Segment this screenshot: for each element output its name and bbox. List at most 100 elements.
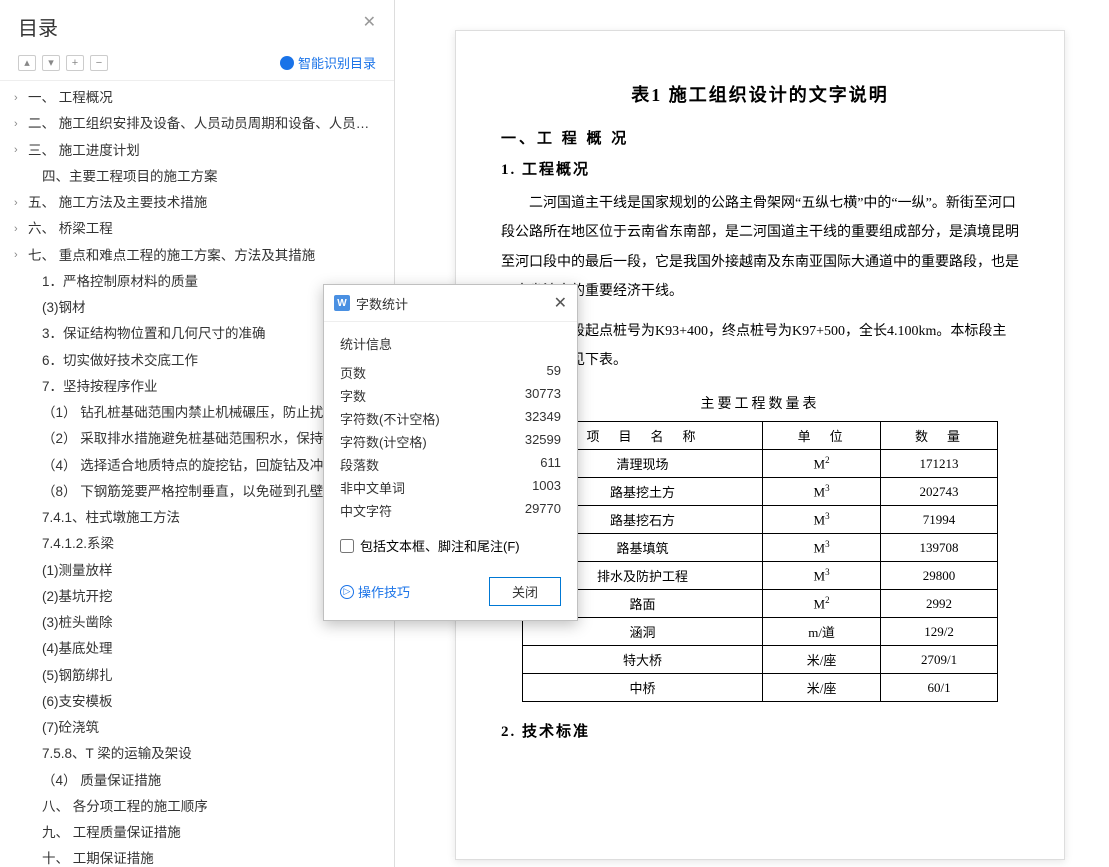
stat-value: 611 — [540, 455, 561, 474]
toc-item[interactable]: （4） 质量保证措施 — [0, 768, 394, 794]
toc-item-label: (7)砼浇筑 — [42, 718, 99, 738]
sidebar-close-icon[interactable]: ✕ — [363, 12, 376, 32]
toc-item-label: (4)基底处理 — [42, 639, 113, 659]
dialog-close-icon[interactable]: ✕ — [554, 293, 567, 313]
stat-label: 非中文单词 — [340, 478, 405, 497]
toc-item[interactable]: 十、 工期保证措施 — [0, 846, 394, 867]
outline-down-icon[interactable]: ▾ — [42, 55, 60, 71]
toc-item[interactable]: (6)支安模板 — [0, 689, 394, 715]
toc-item-label: (1)测量放样 — [42, 561, 113, 581]
stat-label: 字符数(不计空格) — [340, 409, 440, 428]
stat-row: 字符数(不计空格)32349 — [340, 407, 561, 430]
table-header: 单 位 — [763, 422, 880, 450]
toc-item[interactable]: 八、 各分项工程的施工顺序 — [0, 794, 394, 820]
dialog-body: 统计信息 页数59字数30773字符数(不计空格)32349字符数(计空格)32… — [324, 322, 577, 567]
toc-item-label: 7．坚持按程序作业 — [42, 377, 158, 397]
table-cell: M3 — [763, 506, 880, 534]
stat-row: 段落数611 — [340, 453, 561, 476]
toc-item-label: （4） 选择适合地质特点的旋挖钻，回旋钻及冲击钻; — [42, 456, 354, 476]
table-header: 数 量 — [880, 422, 997, 450]
toc-item[interactable]: (4)基底处理 — [0, 636, 394, 662]
checkbox-label: 包括文本框、脚注和尾注(F) — [360, 536, 520, 555]
toc-item-label: 九、 工程质量保证措施 — [42, 823, 181, 843]
toc-item-label: 7.4.1.2.系梁 — [42, 534, 114, 554]
toc-item[interactable]: 7.5.8、T 梁的运输及架设 — [0, 741, 394, 767]
chevron-icon[interactable]: › — [14, 142, 28, 159]
table-cell: 60/1 — [880, 674, 997, 702]
stat-label: 字符数(计空格) — [340, 432, 427, 451]
chevron-icon[interactable]: › — [14, 90, 28, 107]
chevron-icon[interactable]: › — [14, 247, 28, 264]
table-cell: M3 — [763, 534, 880, 562]
toc-item[interactable]: 四、主要工程项目的施工方案 — [0, 164, 394, 190]
toc-item[interactable]: ›一、 工程概况 — [0, 85, 394, 111]
table-cell: M3 — [763, 478, 880, 506]
table-cell: 202743 — [880, 478, 997, 506]
expand-icon[interactable]: + — [66, 55, 84, 71]
table-cell: 139708 — [880, 534, 997, 562]
toc-item[interactable]: ›五、 施工方法及主要技术措施 — [0, 190, 394, 216]
table-cell: 129/2 — [880, 618, 997, 646]
toc-item-label: 六、 桥梁工程 — [28, 219, 113, 239]
stat-row: 页数 59 — [340, 361, 561, 384]
close-button[interactable]: 关闭 — [489, 577, 561, 606]
table-cell: 特大桥 — [522, 646, 763, 674]
stat-value: 1003 — [532, 478, 561, 497]
table-cell: 2709/1 — [880, 646, 997, 674]
tips-link[interactable]: ▷ 操作技巧 — [340, 582, 410, 601]
smart-toc-button[interactable]: 智能识别目录 — [280, 53, 376, 72]
toc-item-label: 三、 施工进度计划 — [28, 141, 140, 161]
toc-item-label: 四、主要工程项目的施工方案 — [42, 167, 218, 187]
include-textbox-checkbox[interactable]: 包括文本框、脚注和尾注(F) — [340, 536, 561, 555]
table-row: 涵洞m/道129/2 — [522, 618, 998, 646]
outline-up-icon[interactable]: ▴ — [18, 55, 36, 71]
toc-item-label: 一、 工程概况 — [28, 88, 113, 108]
dialog-title: W 字数统计 — [334, 294, 408, 313]
toc-item[interactable]: (5)钢筋绑扎 — [0, 663, 394, 689]
stat-label: 中文字符 — [340, 501, 392, 520]
toc-item-label: (3)桩头凿除 — [42, 613, 113, 633]
sidebar-header: 目录 ✕ — [0, 0, 394, 49]
toc-item-label: 十、 工期保证措施 — [42, 849, 154, 867]
collapse-icon[interactable]: − — [90, 55, 108, 71]
table-caption: 主要工程数量表 — [501, 393, 1019, 413]
toc-item[interactable]: ›六、 桥梁工程 — [0, 216, 394, 242]
table-row: 特大桥米/座2709/1 — [522, 646, 998, 674]
doc-paragraph: 二河国道主干线是国家规划的公路主骨架网“五纵七横”中的“一纵”。新街至河口段公路… — [501, 189, 1019, 307]
table-cell: 米/座 — [763, 646, 880, 674]
toc-item[interactable]: ›七、 重点和难点工程的施工方案、方法及其措施 — [0, 243, 394, 269]
table-cell: 171213 — [880, 450, 997, 478]
toc-item[interactable]: ›二、 施工组织安排及设备、人员动员周期和设备、人员、材 ... — [0, 111, 394, 137]
chevron-icon[interactable]: › — [14, 195, 28, 212]
table-row: 路基挖石方M371994 — [522, 506, 998, 534]
tips-icon: ▷ — [340, 585, 354, 599]
stat-value: 32599 — [525, 432, 561, 451]
toc-item-label: (3)钢材 — [42, 298, 86, 318]
doc-title: 表1 施工组织设计的文字说明 — [501, 81, 1019, 107]
table-cell: M3 — [763, 562, 880, 590]
checkbox-input[interactable] — [340, 539, 354, 553]
toc-item-label: （2） 采取排水措施避免桩基础范围积水，保持干燥; — [42, 429, 354, 449]
doc-heading-2: 2. 技术标准 — [501, 720, 1019, 741]
stat-value: 29770 — [525, 501, 561, 520]
stat-row: 中文字符 29770 — [340, 499, 561, 522]
toc-item[interactable]: (7)砼浇筑 — [0, 715, 394, 741]
table-row: 中桥米/座60/1 — [522, 674, 998, 702]
sidebar-toolbar: ▴ ▾ + − 智能识别目录 — [0, 49, 394, 80]
doc-heading-1: 一、工 程 概 况 — [501, 127, 1019, 148]
chevron-icon[interactable]: › — [14, 116, 28, 133]
stat-row: 字符数(计空格) 32599 — [340, 430, 561, 453]
toc-item[interactable]: ›三、 施工进度计划 — [0, 138, 394, 164]
toc-item-label: （4） 质量保证措施 — [42, 771, 161, 791]
table-cell: 71994 — [880, 506, 997, 534]
dialog-header: W 字数统计 ✕ — [324, 285, 577, 322]
table-row: 路基挖土方M3202743 — [522, 478, 998, 506]
table-row: 路基填筑M3139708 — [522, 534, 998, 562]
chevron-icon[interactable]: › — [14, 221, 28, 238]
toc-item-label: 3．保证结构物位置和几何尺寸的准确 — [42, 324, 266, 344]
doc-paragraph: 三合同段起点桩号为K93+400，终点桩号为K97+500，全长4.100km。… — [501, 317, 1019, 376]
stat-label: 页数 — [340, 363, 366, 382]
toc-item-label: （8） 下钢筋笼要严格控制垂直，以免碰到孔壁而造成 — [42, 482, 364, 502]
toc-item[interactable]: 九、 工程质量保证措施 — [0, 820, 394, 846]
stat-value: 59 — [547, 363, 561, 382]
